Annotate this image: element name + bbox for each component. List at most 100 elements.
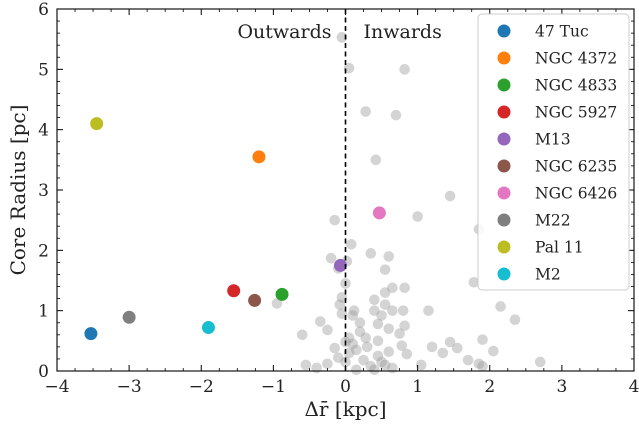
- legend-marker: [497, 186, 511, 200]
- legend-marker: [497, 159, 511, 173]
- background-point: [383, 346, 395, 357]
- x-tick-label: −4: [44, 377, 69, 397]
- legend-label: NGC 5927: [535, 104, 617, 122]
- background-point: [387, 282, 398, 294]
- background-point: [322, 358, 333, 370]
- legend-marker: [497, 267, 511, 281]
- legend: 47 Tuc NGC 4372 NGC 4833 NGC 5927 M13 NGC 623…: [477, 13, 630, 291]
- background-point: [495, 301, 506, 312]
- background-point: [343, 347, 355, 359]
- background-point: [334, 299, 346, 310]
- background-point: [379, 359, 391, 371]
- background-point: [354, 326, 366, 338]
- x-tick-label: 4: [629, 377, 639, 397]
- x-tick-label: −2: [189, 377, 214, 397]
- background-point: [347, 310, 359, 321]
- point-47-tuc: [84, 327, 98, 341]
- legend-label: NGC 4372: [535, 50, 617, 68]
- background-point: [351, 344, 362, 356]
- background-point: [300, 359, 312, 371]
- legend-marker: [497, 213, 511, 227]
- point-m2: [201, 321, 215, 335]
- background-point: [376, 356, 387, 368]
- background-point: [394, 328, 405, 339]
- background-point: [390, 109, 402, 121]
- y-tick-label: 3: [38, 181, 49, 201]
- background-point: [462, 354, 474, 366]
- background-point: [348, 305, 360, 316]
- background-point: [412, 211, 423, 222]
- point-ngc-6235: [248, 293, 262, 307]
- point-ngc-4372: [252, 150, 266, 164]
- background-point: [379, 287, 391, 298]
- background-point: [332, 352, 344, 364]
- legend-marker: [497, 132, 511, 146]
- background-point: [336, 292, 348, 303]
- x-tick-label: −3: [117, 377, 142, 397]
- legend-marker: [497, 78, 511, 92]
- point-m22: [122, 310, 136, 324]
- background-point: [437, 347, 449, 359]
- background-point: [345, 239, 357, 250]
- background-point: [361, 341, 373, 353]
- annotation-inwards: Inwards: [364, 21, 442, 43]
- point-ngc-6426: [372, 206, 386, 220]
- background-point: [426, 341, 438, 353]
- y-tick-label: 5: [38, 60, 49, 80]
- background-point: [534, 356, 546, 368]
- legend-marker: [497, 105, 511, 119]
- y-axis-label: Core Radius [pc]: [6, 105, 30, 276]
- x-tick-label: 1: [412, 377, 423, 397]
- background-point: [329, 342, 340, 354]
- background-point: [379, 299, 391, 310]
- legend-label: NGC 6235: [535, 158, 617, 176]
- background-point: [314, 316, 326, 327]
- y-tick-label: 1: [38, 302, 49, 322]
- background-point: [477, 334, 488, 345]
- background-point: [468, 277, 480, 288]
- x-tick-label: 2: [484, 377, 495, 397]
- y-tick-label: 4: [38, 121, 49, 141]
- background-point: [329, 214, 340, 226]
- background-point: [396, 340, 408, 351]
- background-point: [401, 348, 413, 360]
- background-point: [360, 332, 371, 344]
- legend-marker: [497, 51, 511, 65]
- point-m13: [333, 258, 347, 272]
- background-point: [372, 350, 384, 362]
- background-point: [444, 190, 456, 202]
- background-point: [311, 362, 322, 374]
- point-pal-11: [90, 117, 104, 131]
- background-point: [399, 320, 410, 332]
- background-point: [271, 298, 283, 309]
- background-point: [343, 62, 355, 74]
- background-point: [379, 264, 391, 275]
- background-point: [336, 32, 348, 43]
- legend-label: NGC 6426: [535, 185, 617, 203]
- background-point: [343, 332, 355, 344]
- background-point: [397, 305, 409, 316]
- legend-label: 47 Tuc: [535, 23, 589, 41]
- y-tick-label: 2: [38, 241, 49, 261]
- legend-box: [477, 13, 630, 291]
- background-point: [372, 335, 384, 347]
- background-point: [322, 324, 333, 336]
- legend-label: Pal 11: [535, 239, 584, 257]
- background-point: [488, 345, 499, 357]
- background-point: [351, 364, 362, 376]
- background-point: [365, 360, 377, 372]
- background-point: [399, 282, 410, 294]
- background-point: [369, 305, 380, 316]
- background-point: [325, 252, 337, 264]
- y-tick-label: 6: [38, 0, 49, 20]
- background-point: [369, 364, 380, 376]
- annotation-outwards: Outwards: [237, 21, 331, 43]
- background-point: [354, 317, 366, 329]
- legend-marker: [497, 24, 511, 38]
- background-point: [383, 323, 395, 335]
- background-point: [376, 310, 387, 321]
- background-point: [477, 360, 488, 372]
- background-point: [358, 354, 369, 366]
- background-point: [347, 338, 359, 350]
- background-point: [387, 305, 398, 316]
